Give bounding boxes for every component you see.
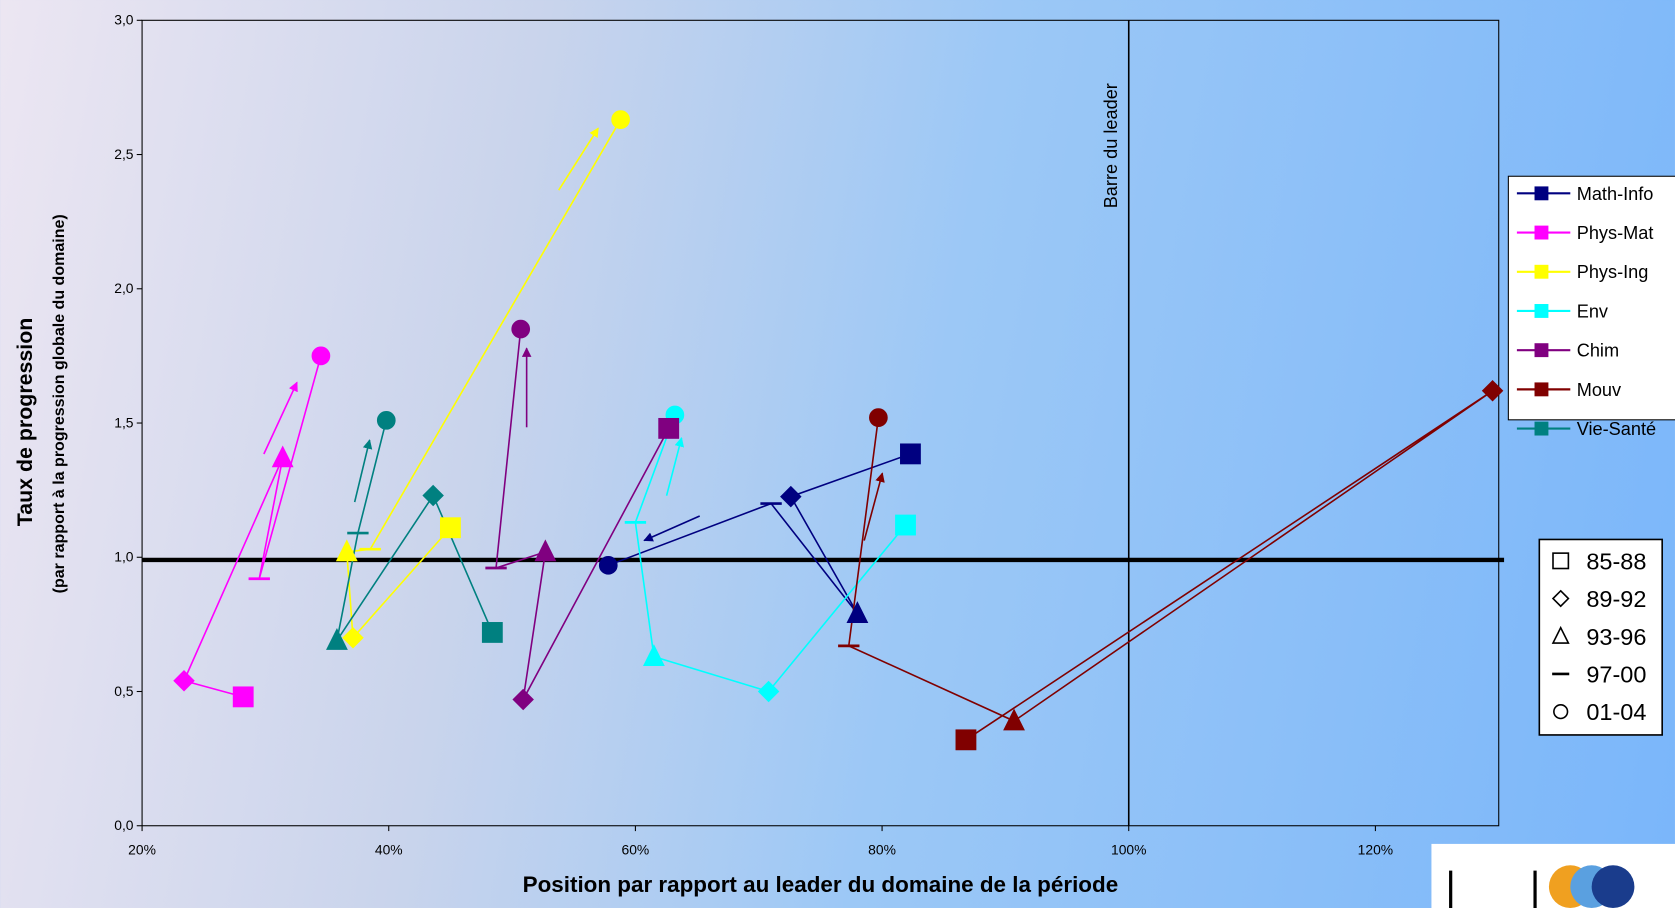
x-tick-label: 120% bbox=[1358, 842, 1394, 858]
y-tick-label: 3,0 bbox=[114, 12, 134, 28]
logo bbox=[1431, 843, 1675, 908]
marker-circle bbox=[869, 408, 888, 427]
period-label: 85-88 bbox=[1586, 548, 1646, 574]
y-axis-title: Taux de progression bbox=[13, 318, 37, 527]
marker-triangle bbox=[846, 601, 869, 623]
legend-swatch bbox=[1534, 304, 1549, 318]
marker-square bbox=[481, 622, 503, 643]
marker-diamond bbox=[512, 688, 534, 711]
arrow bbox=[863, 472, 885, 541]
legend-label: Env bbox=[1577, 301, 1609, 321]
marker-square bbox=[658, 417, 680, 439]
arrow bbox=[643, 515, 701, 542]
marker-square bbox=[232, 686, 254, 708]
legend-label: Vie-Santé bbox=[1577, 419, 1656, 439]
series-line bbox=[847, 390, 1494, 741]
legend-swatch bbox=[1534, 382, 1549, 397]
marker-triangle bbox=[271, 445, 294, 468]
series-line bbox=[182, 355, 322, 698]
leader-label: Barre du leader bbox=[1101, 83, 1121, 208]
plot-frame bbox=[141, 19, 1500, 827]
arrow bbox=[665, 437, 685, 496]
marker-triangle bbox=[1003, 708, 1025, 731]
marker-circle bbox=[598, 555, 618, 575]
marker-square bbox=[1552, 552, 1570, 570]
legend-swatch bbox=[1534, 186, 1549, 201]
marker-triangle bbox=[534, 539, 557, 562]
marker-triangle bbox=[326, 628, 348, 650]
period-legend bbox=[1538, 538, 1663, 736]
period-label: 89-92 bbox=[1586, 586, 1646, 612]
trend-arrows bbox=[263, 127, 885, 542]
marker-diamond bbox=[1481, 380, 1504, 402]
marker-square bbox=[439, 517, 461, 539]
x-tick-label: 60% bbox=[622, 842, 650, 858]
marker-square bbox=[900, 443, 921, 465]
arrow bbox=[353, 439, 373, 503]
legend-label: Phys-Mat bbox=[1577, 223, 1654, 243]
marker-diamond bbox=[780, 485, 802, 508]
legend-label: Math-Info bbox=[1577, 184, 1654, 204]
marker-square bbox=[895, 514, 916, 536]
arrow bbox=[558, 127, 599, 191]
logo-circle bbox=[1591, 865, 1635, 908]
y-axis-subtitle: (par rapport à la progression globale du… bbox=[50, 214, 68, 593]
legend bbox=[1507, 175, 1675, 421]
y-tick-label: 2,5 bbox=[114, 146, 134, 162]
legend-label: Phys-Ing bbox=[1577, 262, 1649, 282]
legend-swatch bbox=[1534, 264, 1549, 279]
y-tick-label: 1,5 bbox=[114, 414, 134, 430]
x-tick-label: 80% bbox=[868, 842, 896, 858]
y-tick-label: 0,5 bbox=[114, 683, 134, 699]
series-line bbox=[607, 453, 911, 615]
x-axis-title: Position par rapport au leader du domain… bbox=[523, 872, 1119, 897]
marker-circle bbox=[376, 410, 396, 430]
marker-triangle bbox=[1551, 625, 1570, 644]
marker-circle bbox=[311, 346, 331, 366]
marker-diamond bbox=[1551, 589, 1570, 608]
marker-diamond bbox=[757, 680, 780, 703]
x-tick-label: 20% bbox=[128, 842, 156, 858]
legend-swatch bbox=[1534, 225, 1549, 240]
marker-circle bbox=[511, 319, 531, 339]
marker-diamond bbox=[173, 670, 195, 692]
marker-triangle bbox=[335, 539, 358, 562]
legend-swatch bbox=[1534, 421, 1549, 436]
period-label: 97-00 bbox=[1586, 661, 1646, 687]
legend-label: Mouv bbox=[1577, 380, 1622, 400]
y-tick-label: 1,0 bbox=[114, 549, 134, 565]
legend-label: Chim bbox=[1577, 341, 1619, 361]
y-tick-label: 0,0 bbox=[114, 817, 134, 833]
marker-triangle bbox=[642, 644, 665, 666]
arrow bbox=[263, 381, 298, 455]
x-tick-label: 40% bbox=[375, 842, 403, 858]
period-label: 01-04 bbox=[1586, 699, 1646, 725]
marker-circle bbox=[1553, 704, 1569, 720]
y-tick-label: 2,0 bbox=[114, 280, 134, 296]
marker-diamond bbox=[422, 484, 444, 507]
period-label: 93-96 bbox=[1586, 624, 1646, 650]
marker-square bbox=[955, 729, 977, 751]
series-line bbox=[495, 328, 670, 700]
legend-swatch bbox=[1534, 343, 1549, 358]
marker-diamond bbox=[342, 627, 364, 649]
marker-circle bbox=[611, 110, 630, 129]
x-tick-label: 100% bbox=[1111, 842, 1147, 858]
series-line bbox=[336, 420, 494, 641]
